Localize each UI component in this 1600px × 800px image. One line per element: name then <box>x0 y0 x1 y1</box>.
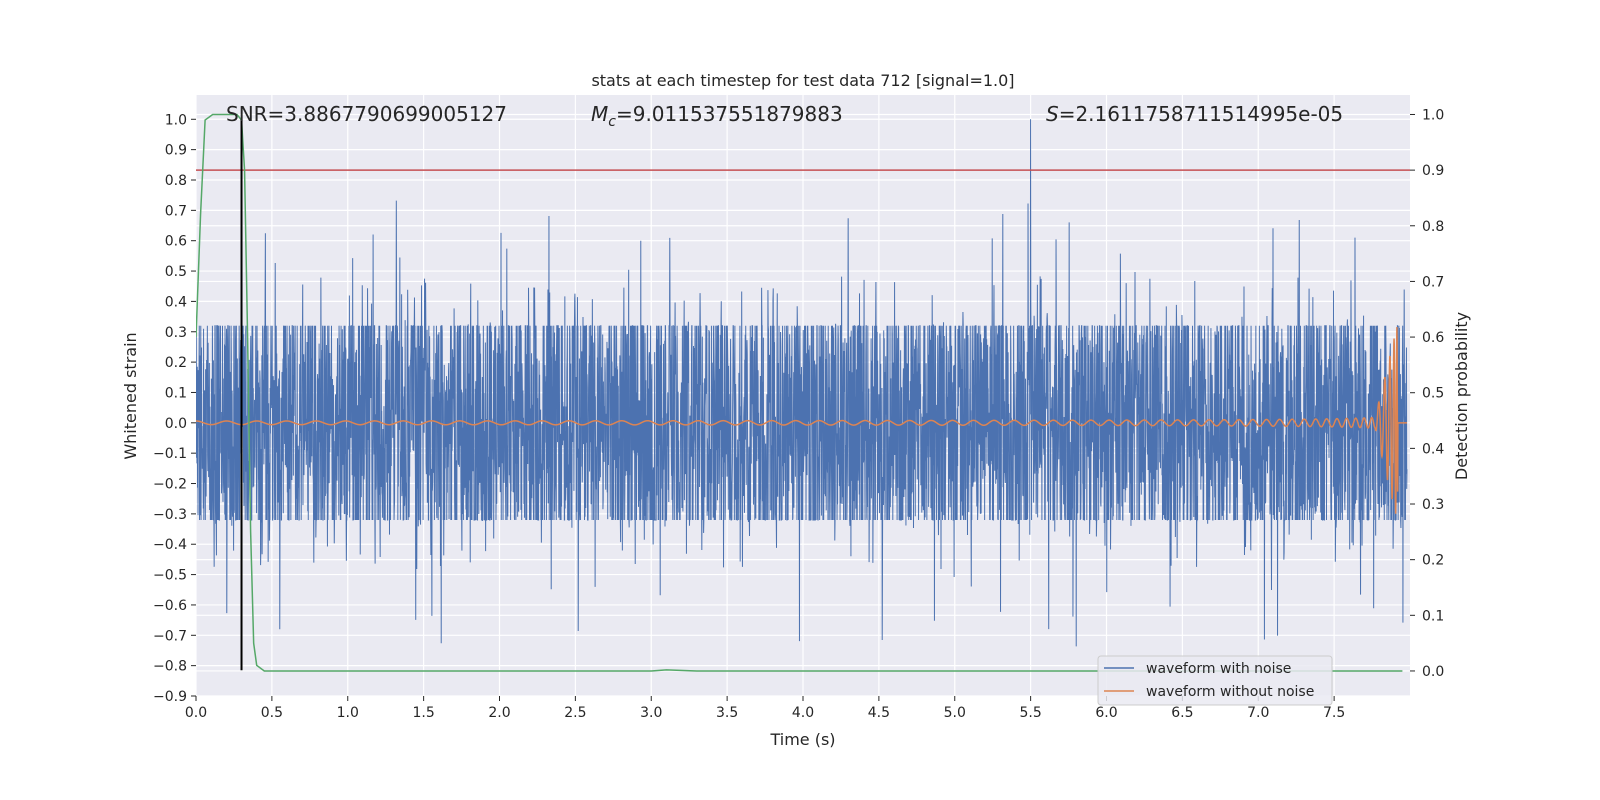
y-tick-label: 0.6 <box>165 234 187 250</box>
y-axis-ticks: 1.0 0.9 0.8 0.7 0.6 0.5 0.4 0.3 0.2 0.1 0.0 −0.1 −0.… <box>153 112 196 705</box>
y-right-tick-label: 0.1 <box>1422 608 1444 624</box>
y-right-tick-label: 0.7 <box>1422 274 1444 290</box>
y-tick-label: 0.7 <box>165 203 187 219</box>
y-tick-label: −0.1 <box>153 446 187 462</box>
series-detection-probability <box>196 113 1403 672</box>
y-tick-label: −0.8 <box>153 659 187 675</box>
x-axis-ticks: 0.0 0.5 1.0 1.5 2.0 2.5 3.0 3.5 4.0 4.5 5.0 5.5 6.0 6… <box>185 696 1345 721</box>
y-tick-label: −0.7 <box>153 628 187 644</box>
chart-title: stats at each timestep for test data 712… <box>591 71 1014 90</box>
y-right-tick-label: 1.0 <box>1422 107 1444 123</box>
y-tick-label: 0.3 <box>165 325 187 341</box>
y-axis-right-ticks: 1.0 0.9 0.8 0.7 0.6 0.5 0.4 0.3 0.2 0.1 0.0 <box>1410 107 1444 680</box>
y-tick-label: −0.4 <box>153 537 187 553</box>
x-tick-label: 5.5 <box>1019 705 1041 721</box>
x-tick-label: 7.5 <box>1323 705 1345 721</box>
y-tick-label: −0.5 <box>153 568 187 584</box>
y-tick-label: 0.2 <box>165 355 187 371</box>
y-tick-label: 0.0 <box>165 416 187 432</box>
y-tick-label: 0.1 <box>165 385 187 401</box>
y-axis-label: Whitened strain <box>121 332 140 459</box>
series-waveform-without-noise <box>196 327 1407 514</box>
annotation-chirp-mass-symbol: M <box>591 102 608 126</box>
y-right-tick-label: 0.9 <box>1422 163 1444 179</box>
y-tick-label: −0.6 <box>153 598 187 614</box>
annotation-snr: SNR=3.8867790699005127 <box>226 102 507 126</box>
annotation-chirp-mass: Mc=9.011537551879883 <box>591 102 843 130</box>
annotation-s: S=2.1611758711514995e-05 <box>1046 102 1343 126</box>
x-tick-label: 6.0 <box>1095 705 1117 721</box>
y-tick-label: −0.9 <box>153 689 187 705</box>
x-tick-label: 3.0 <box>640 705 662 721</box>
x-tick-label: 3.5 <box>716 705 738 721</box>
y-tick-label: 0.9 <box>165 143 187 159</box>
y-tick-label: 0.5 <box>165 264 187 280</box>
y-tick-label: −0.2 <box>153 477 187 493</box>
legend-label-noise: waveform with noise <box>1146 661 1291 677</box>
y-right-tick-label: 0.3 <box>1422 497 1444 513</box>
y-axis-right-label: Detection probability <box>1452 312 1471 480</box>
annotation-chirp-mass-subscript: c <box>608 114 616 130</box>
annotation-s-value: =2.1611758711514995e-05 <box>1059 102 1343 126</box>
y-tick-label: −0.3 <box>153 507 187 523</box>
x-tick-label: 7.0 <box>1247 705 1269 721</box>
legend: waveform with noise waveform without noi… <box>1097 655 1333 706</box>
y-right-tick-label: 0.5 <box>1422 386 1444 402</box>
x-tick-label: 5.0 <box>944 705 966 721</box>
x-tick-label: 2.5 <box>564 705 586 721</box>
y-tick-label: 1.0 <box>165 112 187 128</box>
y-right-tick-label: 0.0 <box>1422 664 1444 680</box>
x-tick-label: 1.5 <box>412 705 434 721</box>
x-tick-label: 4.0 <box>792 705 814 721</box>
x-tick-label: 0.5 <box>261 705 283 721</box>
x-tick-label: 2.0 <box>488 705 510 721</box>
legend-box <box>1097 655 1333 706</box>
x-tick-label: 0.0 <box>185 705 207 721</box>
x-tick-label: 6.5 <box>1171 705 1193 721</box>
x-axis-label: Time (s) <box>769 730 835 749</box>
y-right-tick-label: 0.8 <box>1422 219 1444 235</box>
annotation-chirp-mass-value: =9.011537551879883 <box>616 102 843 126</box>
legend-label-clean: waveform without noise <box>1146 684 1314 700</box>
y-right-tick-label: 0.2 <box>1422 553 1444 569</box>
y-tick-label: 0.8 <box>165 173 187 189</box>
x-tick-label: 1.0 <box>337 705 359 721</box>
x-tick-label: 4.5 <box>868 705 890 721</box>
y-right-tick-label: 0.6 <box>1422 330 1444 346</box>
annotation-s-symbol: S <box>1046 102 1059 126</box>
y-right-tick-label: 0.4 <box>1422 441 1444 457</box>
series-waveform-with-noise <box>196 119 1408 647</box>
y-tick-label: 0.4 <box>165 294 187 310</box>
